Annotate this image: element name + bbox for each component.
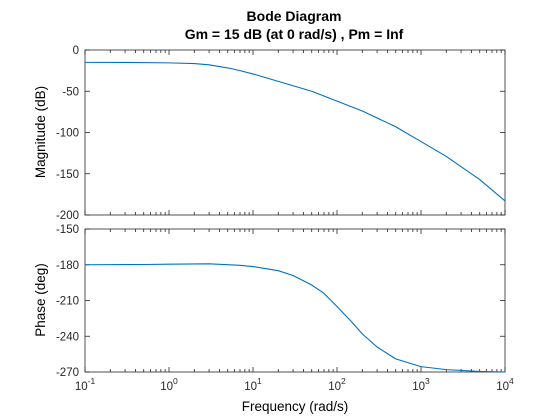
frequency-xlabel: Frequency (rad/s) [242, 399, 349, 414]
chart-title: Bode Diagram [247, 8, 342, 24]
x-tick-label: 10-1 [75, 376, 96, 393]
phase-ticks: -150 -180 -210 -240 -270 [56, 224, 506, 379]
magnitude-ticks: 0 -50 -100 -150 -200 [56, 45, 506, 222]
x-tick-label: 103 [412, 376, 430, 393]
phase-plot-area [84, 228, 506, 373]
magnitude-plot-area [84, 49, 506, 216]
phase-ytick-label: -210 [56, 296, 79, 308]
phase-ytick-label: -240 [56, 331, 79, 343]
x-tick-label: 102 [328, 376, 346, 393]
magnitude-ylabel: Magnitude (dB) [33, 86, 48, 178]
magnitude-ytick-label: -50 [62, 86, 79, 98]
magnitude-series-line [84, 61, 506, 202]
phase-ytick-label: -150 [56, 224, 79, 236]
magnitude-ytick-label: -200 [56, 210, 79, 222]
phase-ytick-label: -180 [56, 260, 79, 272]
magnitude-ytick-label: -150 [56, 169, 79, 181]
phase-series-line [84, 263, 506, 373]
phase-ytick-label: -270 [56, 367, 79, 379]
phase-ylabel: Phase (deg) [33, 263, 48, 337]
chart-subtitle: Gm = 15 dB (at 0 rad/s) , Pm = Inf [185, 26, 404, 42]
x-tick-label: 101 [244, 376, 262, 393]
x-tick-label: 104 [496, 376, 514, 393]
x-tick-label: 100 [160, 376, 178, 393]
x-tick-labels: 10-1 100 101 102 103 104 [75, 376, 514, 393]
magnitude-ytick-label: 0 [73, 45, 79, 57]
magnitude-ytick-label: -100 [56, 128, 79, 140]
